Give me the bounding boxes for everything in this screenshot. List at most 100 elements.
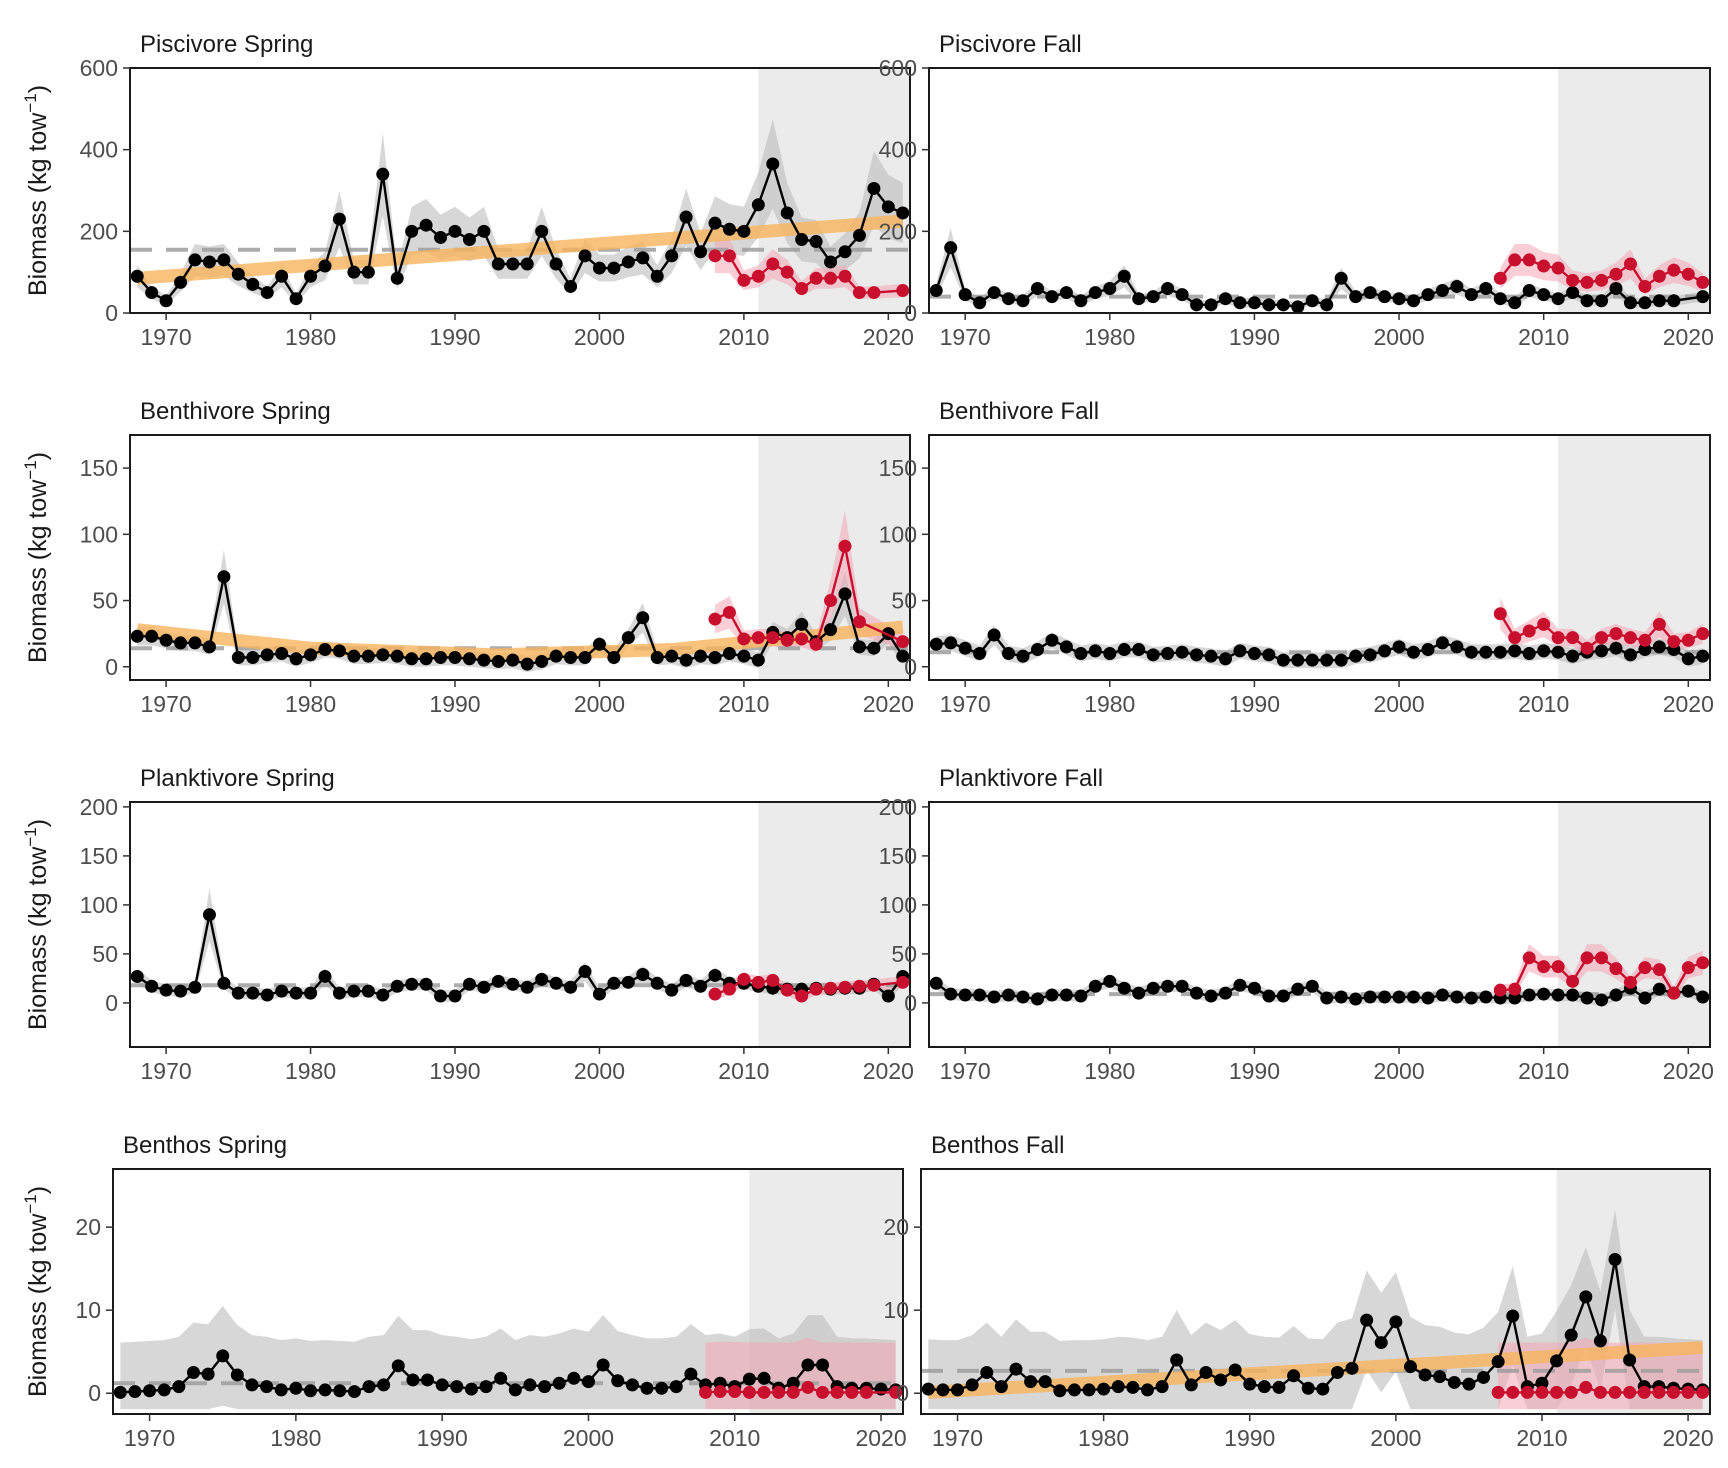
black-series-point [867,641,881,655]
black-series-point [1508,644,1522,658]
x-tick-label: 2020 [863,324,914,350]
black-series-point [965,1378,979,1392]
black-series-point [1652,982,1666,996]
red-series-point [780,265,794,279]
x-tick-label: 2020 [863,1058,914,1084]
black-series-point [448,650,462,664]
black-series-point [1190,298,1204,312]
x-tick-label: 1980 [285,1058,336,1084]
x-tick-label: 2000 [574,324,625,350]
black-series-point [1262,989,1276,1003]
black-series-point [921,1382,935,1396]
black-series-point [1088,644,1102,658]
y-axis-label-exponent: −1 [21,460,40,479]
black-series-point [1421,643,1435,657]
black-series-point [751,198,765,212]
x-tick-label: 1970 [940,324,991,350]
red-series-point [896,975,910,989]
red-series-point [1537,617,1551,631]
black-series-point [1002,988,1016,1002]
black-series-point [1305,979,1319,993]
black-series-point [462,233,476,246]
black-series-point [621,975,635,989]
y-axis-label-exponent: −1 [21,827,40,846]
red-series-point [801,1380,815,1394]
black-series-point [1155,1380,1169,1394]
red-series-point [1666,1385,1680,1399]
y-tick-label: 0 [88,1380,101,1406]
red-series-point [867,978,881,992]
black-series-point [694,649,708,663]
black-series-point [304,648,318,662]
black-series-point [130,629,144,643]
black-series-point [973,296,987,310]
black-series-point [332,644,346,658]
black-series-point [128,1385,142,1399]
black-series-point [1479,645,1493,659]
black-series-point [304,986,318,1000]
black-series-point [1009,1362,1023,1376]
x-tick-label: 2010 [1518,1058,1569,1084]
black-series-point [419,977,433,991]
x-tick-label: 1970 [124,1425,175,1451]
x-tick-label: 2010 [1518,324,1569,350]
black-series-point [1111,1380,1125,1394]
black-series-point [1349,290,1363,304]
black-series-point [944,636,958,650]
black-series-point [567,1371,581,1385]
black-series-point [1580,991,1594,1005]
red-series-point [1652,617,1666,631]
black-series-point [535,972,549,986]
black-series-point [1276,989,1290,1003]
black-series-point [1374,1336,1388,1350]
red-series-point [1566,273,1580,287]
black-series-point [217,253,231,267]
black-series-point [1305,653,1319,667]
y-tick-label: 200 [80,218,118,244]
red-series-point [1696,275,1710,289]
y-tick-label: 400 [879,137,917,163]
black-series-point [640,1381,654,1395]
black-series-point [260,1380,274,1394]
y-tick-label: 0 [904,654,917,680]
red-series-point [751,975,765,989]
black-series-point [1117,643,1131,657]
black-series-point [621,631,635,645]
black-series-point [1433,1370,1447,1384]
black-series-point [665,983,679,997]
x-tick-label: 2010 [1516,1425,1567,1451]
red-series-point [1696,956,1710,970]
black-series-point [174,275,188,289]
black-series-point [217,570,231,584]
black-series-point [435,1378,449,1392]
black-series-point [737,224,751,238]
black-series-point [607,650,621,664]
black-series-point [987,628,1001,642]
panel-plot-area [929,68,1710,313]
black-series-point [1392,292,1406,306]
black-series-point [1204,989,1218,1003]
red-series-point [713,1385,727,1399]
red-series-point [1580,951,1594,965]
black-series-point [1360,1313,1374,1327]
black-series-point [1378,290,1392,304]
black-series-point [462,977,476,991]
x-tick-label: 2000 [1373,691,1424,717]
black-series-point [650,269,664,283]
panel-frame [928,434,1711,681]
black-series-point [1175,645,1189,659]
red-series-point [824,981,838,995]
x-tick-label: 1990 [1224,1425,1275,1451]
black-series-point [1247,981,1261,995]
black-series-point [188,253,202,267]
black-series-point [1479,282,1493,295]
black-series-point [477,653,491,667]
black-series-point [362,1380,376,1394]
black-series-point [987,286,1001,300]
red-series-point [1493,271,1507,285]
black-series-point [1097,1382,1111,1396]
black-series-point [1462,1377,1476,1391]
black-series-point [1418,1368,1432,1382]
black-series-point [202,640,216,654]
